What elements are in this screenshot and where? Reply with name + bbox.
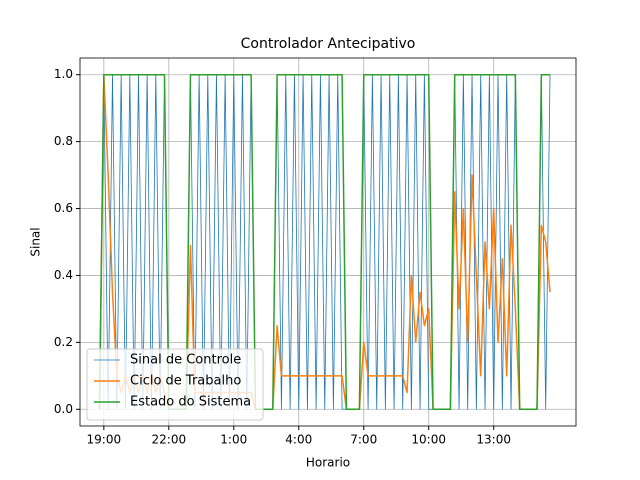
legend-box bbox=[86, 348, 264, 421]
legend-label: Estado do Sistema bbox=[130, 395, 251, 410]
x-tick-label: 4:00 bbox=[285, 433, 312, 447]
y-tick-label: 0.4 bbox=[54, 268, 73, 282]
chart-title: Controlador Antecipativo bbox=[241, 36, 416, 52]
y-tick-label: 0.6 bbox=[54, 201, 73, 215]
x-tick-label: 22:00 bbox=[152, 433, 187, 447]
legend: Sinal de Controle Ciclo de Trabalho Estado… bbox=[86, 348, 264, 421]
y-tick-label: 0.0 bbox=[54, 402, 73, 416]
x-tick-label: 7:00 bbox=[350, 433, 377, 447]
y-tick-label: 0.2 bbox=[54, 335, 73, 349]
y-axis-label: Sinal bbox=[29, 227, 43, 256]
plot-frame bbox=[79, 57, 577, 427]
x-tick-label: 10:00 bbox=[411, 433, 446, 447]
x-tick-label: 1:00 bbox=[220, 433, 247, 447]
legend-label: Ciclo de Trabalho bbox=[130, 374, 241, 389]
legend-label: Sinal de Controle bbox=[130, 353, 241, 368]
y-tick-label: 1.0 bbox=[54, 67, 73, 81]
y-tick-label: 0.8 bbox=[54, 134, 73, 148]
x-tick-label: 13:00 bbox=[476, 433, 511, 447]
x-axis-label: Horario bbox=[306, 456, 350, 470]
x-tick-label: 19:00 bbox=[87, 433, 122, 447]
